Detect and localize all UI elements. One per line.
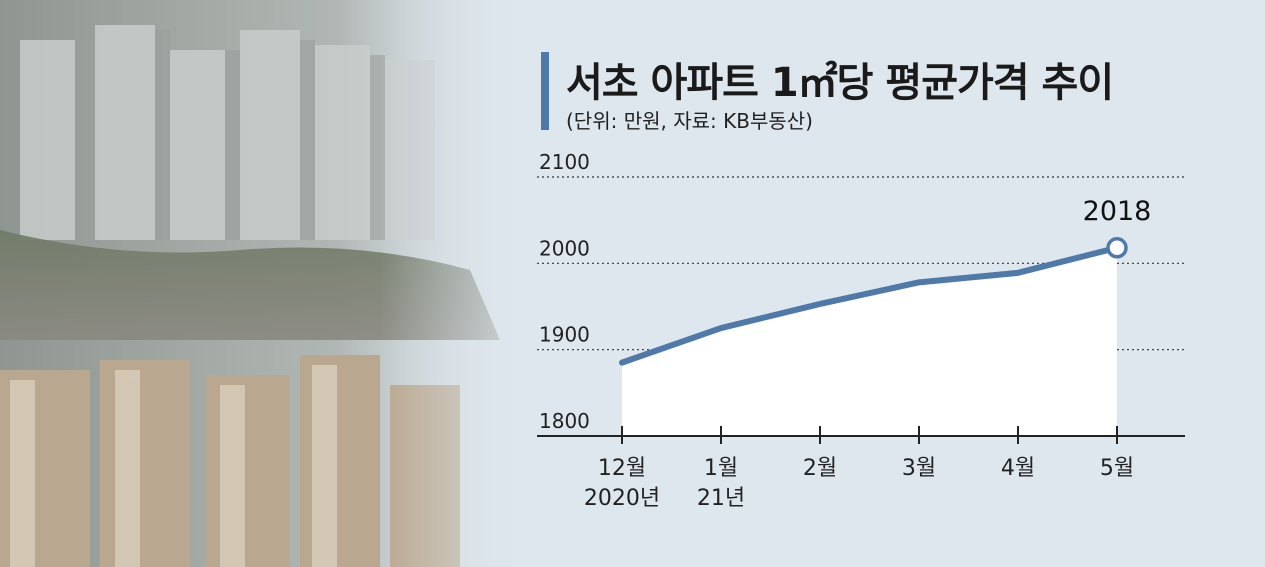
title-accent-bar [541,52,549,130]
x-tick-label-3-0: 3월 [902,456,936,481]
x-tick-label-1-0: 1월 [704,456,738,481]
x-tick-label-0-1: 2020년 [584,486,660,511]
x-tick-label-5-0: 5월 [1100,456,1134,481]
x-tick-label-2-0: 2월 [803,456,837,481]
chart-subtitle: (단위: 만원, 자료: KB부동산) [566,109,813,133]
data-point-5 [1106,237,1128,259]
y-tick-label-2000: 2000 [539,236,590,260]
x-tick-label-0-0: 12월 [598,456,646,481]
series-area [622,247,1117,436]
x-tick-label-4-0: 4월 [1001,456,1035,481]
y-tick-label-2100: 2100 [539,150,590,174]
y-tick-label-1800: 1800 [539,409,590,433]
chart-title: 서초 아파트 1㎡당 평균가격 추이 [566,60,1114,106]
y-tick-label-1900: 1900 [539,323,590,347]
data-label-5: 2018 [1083,196,1152,227]
series-line [619,244,1120,366]
x-tick-label-1-1: 21년 [697,486,745,511]
